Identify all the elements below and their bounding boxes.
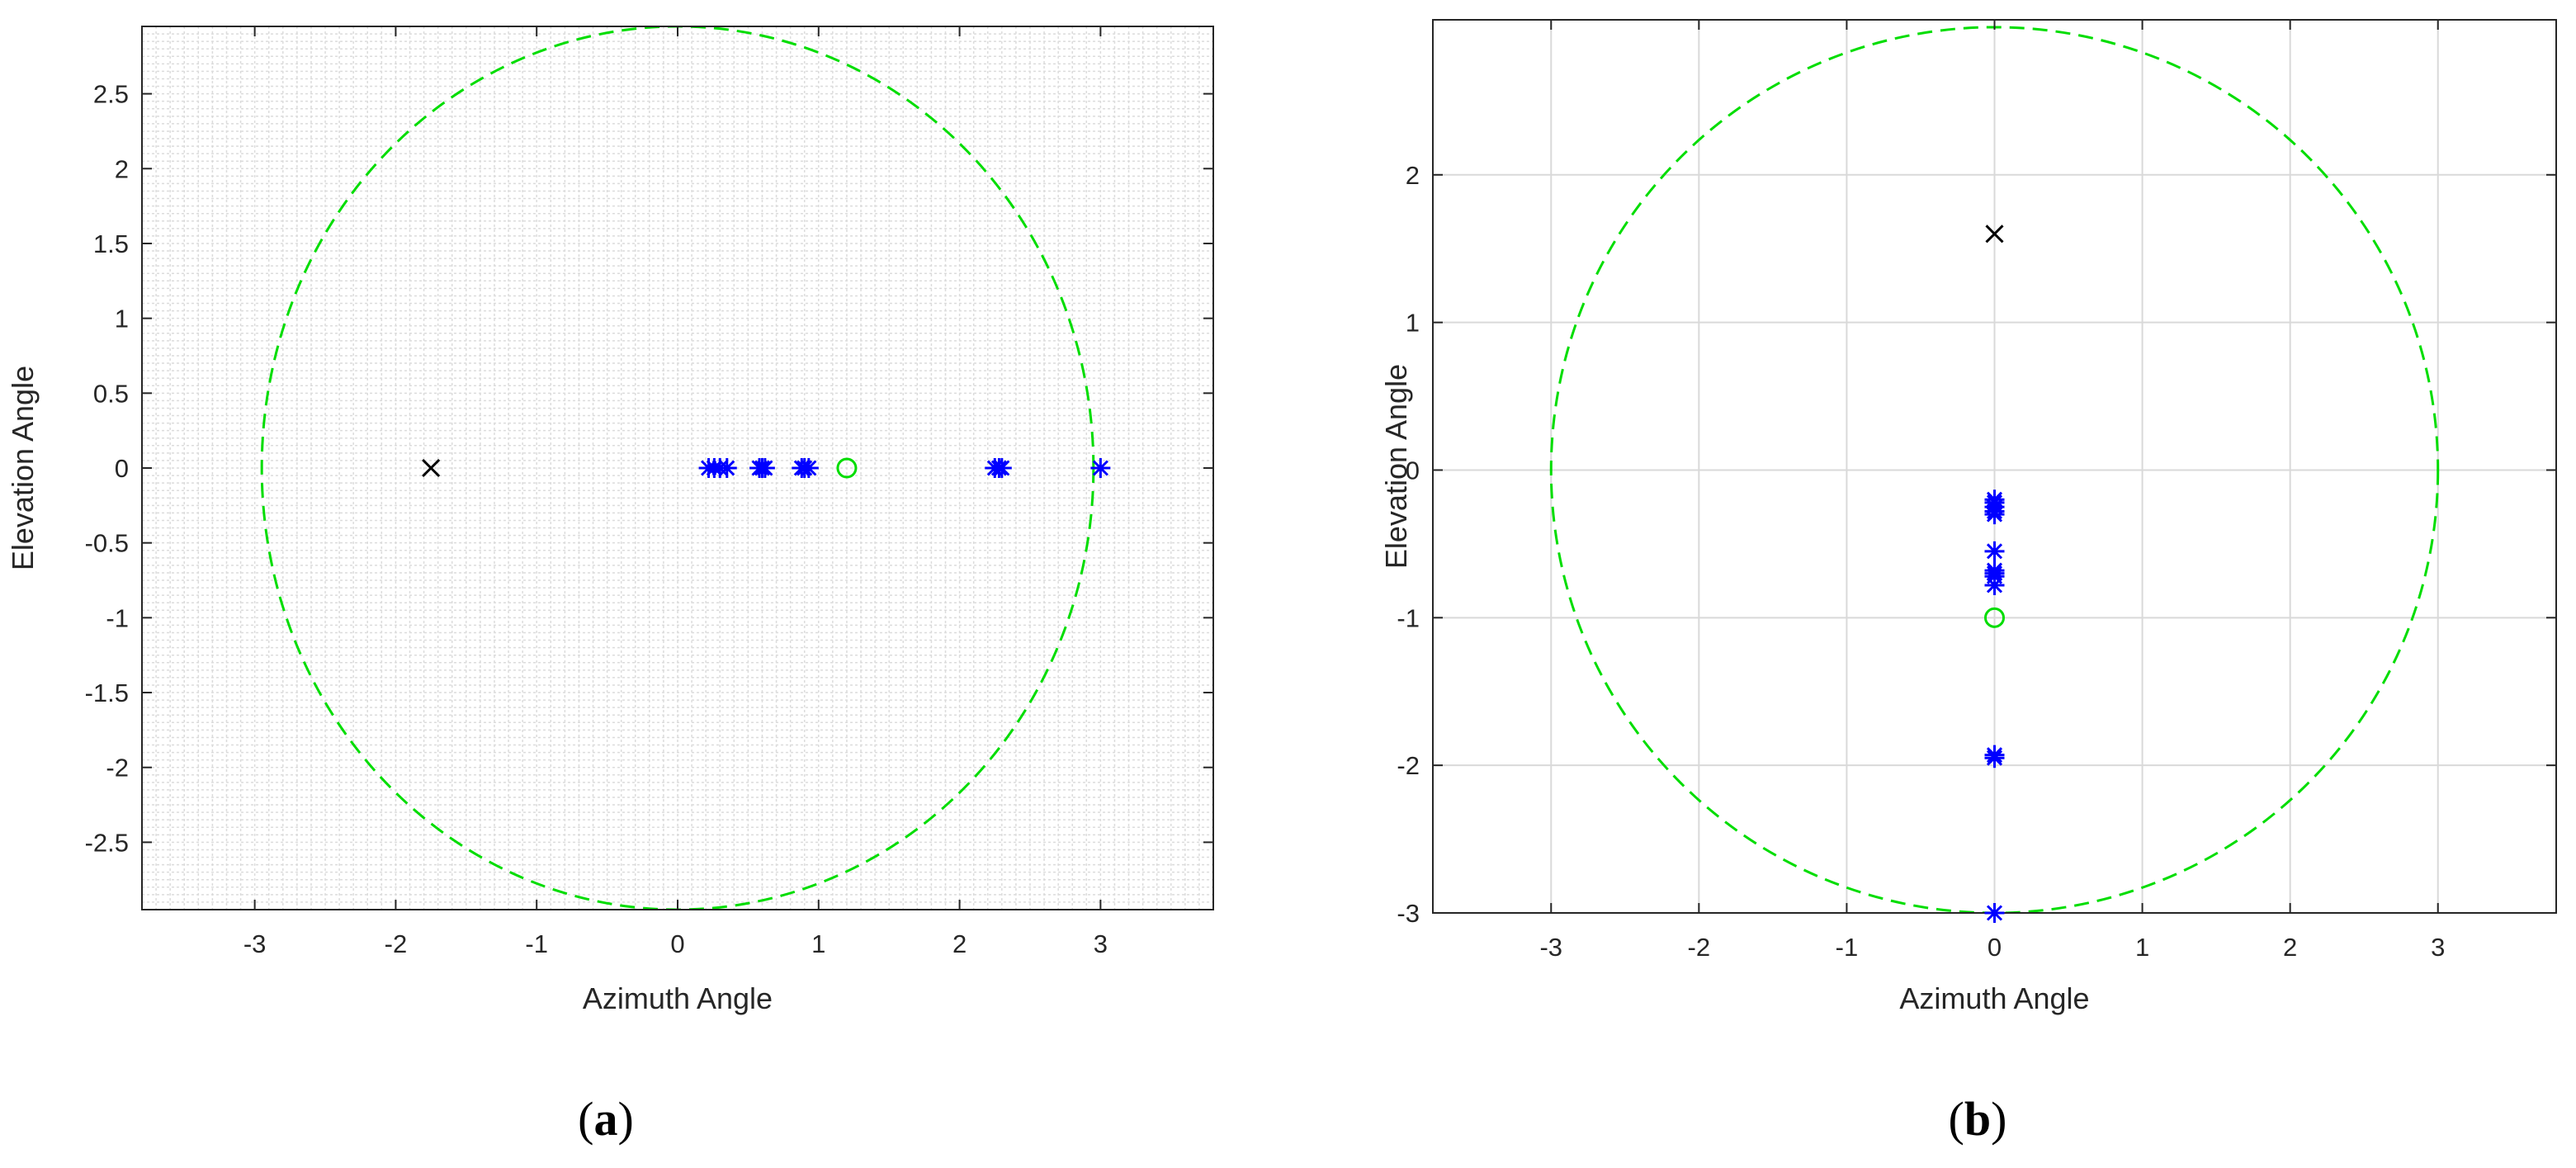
x-tick-label: -1 bbox=[1836, 933, 1859, 962]
y-tick-label: -3 bbox=[1397, 899, 1420, 928]
marker-stroke bbox=[1986, 577, 2003, 593]
panel-b: -3 -2 -1 0 1 2 3 -3 -2 -1 0 1 2 Azimuth Angle Elevatio… bbox=[1379, 19, 2557, 1146]
caption-paren: ) bbox=[618, 1092, 634, 1146]
marker-stroke bbox=[1985, 225, 2004, 244]
x-tick-label: 3 bbox=[1094, 929, 1108, 958]
marker-stroke bbox=[1986, 506, 2003, 523]
x-marker bbox=[1985, 225, 2004, 244]
panel-caption: (a) bbox=[578, 1092, 634, 1146]
panel-a: -3 -2 -1 0 1 2 3 -2.5 -2 -1.5 -1 -0.5 0 0.5 1 1.5 2 2.5 Az… bbox=[6, 26, 1214, 1146]
marker-stroke bbox=[994, 460, 1010, 476]
x-tick-label: 2 bbox=[2283, 933, 2297, 962]
marker-stroke bbox=[757, 460, 773, 476]
x-axis-label: Azimuth Angle bbox=[1899, 981, 2089, 1015]
y-tick-label: 1.5 bbox=[93, 229, 129, 258]
x-tick-label: 0 bbox=[670, 929, 684, 958]
y-tick-label: 0 bbox=[115, 454, 129, 483]
x-tick-label: 1 bbox=[2135, 933, 2149, 962]
caption-letter: a bbox=[594, 1092, 618, 1146]
x-tick-label: -2 bbox=[385, 929, 408, 958]
y-axis-label: Elevation Angle bbox=[6, 366, 40, 570]
marker-stroke bbox=[801, 460, 817, 476]
x-tick-label: 0 bbox=[1988, 933, 2002, 962]
y-tick-label: 0.5 bbox=[93, 379, 129, 408]
y-tick-label: 1 bbox=[1406, 309, 1420, 338]
x-axis-label: Azimuth Angle bbox=[583, 981, 773, 1015]
y-tick-label: -2 bbox=[106, 754, 129, 783]
y-tick-label: -0.5 bbox=[85, 529, 129, 558]
y-tick-label: 2.5 bbox=[93, 80, 129, 109]
y-tick-label: 2 bbox=[115, 154, 129, 183]
caption-letter: b bbox=[1964, 1092, 1991, 1146]
asterisk-marker bbox=[1090, 458, 1111, 478]
caption-paren: ( bbox=[1949, 1092, 1964, 1146]
caption-paren: ( bbox=[578, 1092, 593, 1146]
asterisk-marker bbox=[1984, 504, 2005, 525]
y-tick-label: 2 bbox=[1406, 161, 1420, 190]
marker-stroke bbox=[1986, 543, 2003, 560]
asterisk-marker bbox=[798, 458, 819, 478]
asterisk-marker bbox=[1984, 748, 2005, 768]
marker-stroke bbox=[1986, 905, 2003, 921]
data-points bbox=[422, 457, 1111, 479]
x-tick-label: -1 bbox=[525, 929, 548, 958]
data-points bbox=[1984, 225, 2005, 923]
y-axis-label: Elevation Angle bbox=[1379, 364, 1413, 569]
y-tick-label: -1 bbox=[106, 603, 129, 632]
x-tick-label: -3 bbox=[1539, 933, 1562, 962]
x-tick-label: 3 bbox=[2431, 933, 2445, 962]
asterisk-marker bbox=[1984, 541, 2005, 561]
y-tick-label: 1 bbox=[115, 305, 129, 333]
x-tick-label: 1 bbox=[811, 929, 825, 958]
marker-stroke bbox=[1092, 460, 1108, 476]
x-tick-label: 2 bbox=[952, 929, 967, 958]
y-tick-label: -2.5 bbox=[85, 828, 129, 857]
marker-stroke bbox=[422, 458, 441, 478]
caption-paren: ) bbox=[1991, 1092, 2006, 1146]
asterisk-marker bbox=[1984, 575, 2005, 595]
circle-marker bbox=[1984, 607, 2005, 628]
asterisk-marker bbox=[1984, 903, 2005, 923]
y-tick-label: -1.5 bbox=[85, 679, 129, 707]
circle-marker bbox=[836, 457, 858, 479]
y-tick-label: -2 bbox=[1397, 751, 1420, 780]
asterisk-marker bbox=[754, 458, 775, 478]
marker-stroke bbox=[719, 460, 735, 476]
y-tick-label: 0 bbox=[1406, 456, 1420, 485]
x-tick-label: -3 bbox=[243, 929, 267, 958]
x-marker bbox=[422, 458, 441, 478]
panel-caption: (b) bbox=[1949, 1092, 2007, 1146]
x-tick-label: -2 bbox=[1688, 933, 1711, 962]
marker-stroke bbox=[1986, 750, 2003, 766]
asterisk-marker bbox=[716, 458, 737, 478]
y-tick-label: -1 bbox=[1397, 603, 1420, 632]
asterisk-marker bbox=[991, 458, 1012, 478]
